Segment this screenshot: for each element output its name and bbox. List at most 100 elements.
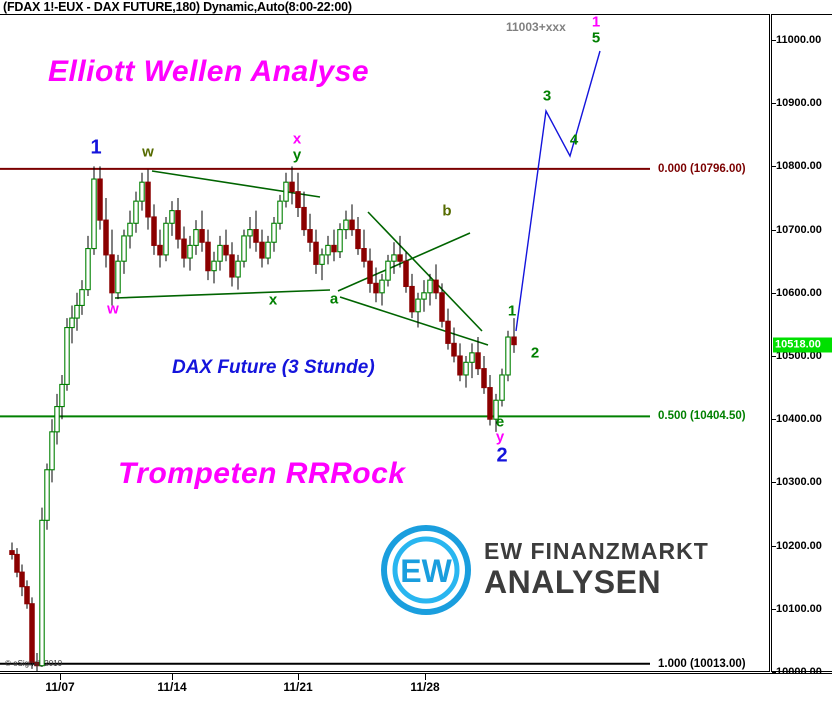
candle-body: [265, 241, 271, 259]
fib-level-label: 0.000 (10796.00): [658, 162, 746, 175]
wave-label: y: [292, 146, 302, 164]
candle-body: [151, 216, 157, 246]
candle-body: [439, 292, 445, 322]
candle-body: [385, 260, 391, 281]
time-axis[interactable]: 11/07 11/14 11/21 11/28: [0, 673, 832, 703]
wave-label: b: [442, 202, 452, 220]
price-axis-label: 10500.00: [776, 350, 822, 362]
candle-body: [109, 254, 115, 294]
candle-body: [187, 244, 193, 259]
wave-label: 1: [90, 136, 102, 159]
candle-body: [157, 244, 163, 256]
copyright-text: © eSignal, 2010: [5, 659, 63, 668]
time-axis-label: 11/28: [410, 680, 440, 694]
price-axis-tick: [772, 482, 776, 484]
candle-body: [181, 238, 187, 259]
logo-line-2: ANALYSEN: [484, 564, 662, 600]
candle-body: [235, 260, 241, 278]
candle-body: [29, 603, 35, 664]
price-axis-tick: [772, 356, 776, 357]
candle-body: [409, 285, 415, 313]
wave-label: a: [329, 290, 339, 308]
price-axis-tick: [772, 545, 776, 547]
candle-body: [331, 244, 337, 253]
price-plot: [0, 50, 650, 672]
candle-body: [223, 244, 229, 256]
last-price-tag: 10518.00: [773, 337, 832, 353]
candle-body: [301, 206, 307, 231]
candle-body: [493, 399, 499, 420]
time-axis-tick: [172, 674, 173, 680]
price-axis-tick: [772, 292, 776, 294]
wave-label: y: [495, 428, 505, 446]
candle-body: [319, 254, 325, 265]
price-axis-tick: [772, 103, 776, 105]
time-axis-label: 11/14: [157, 680, 187, 694]
candle-body: [97, 178, 103, 221]
ew-logo-icon: EW: [380, 524, 472, 616]
candle-body: [259, 241, 265, 259]
wave-label: 4: [569, 131, 579, 149]
candle-body: [211, 260, 217, 272]
candle-body: [9, 550, 15, 555]
fib-level-label: 1.000 (10013.00): [658, 657, 746, 670]
candle-body: [19, 571, 25, 588]
candle-body: [415, 298, 421, 313]
price-axis-label: 10400.00: [776, 413, 822, 426]
candle-body: [175, 210, 181, 240]
candle-body: [139, 181, 145, 202]
candle-body: [127, 222, 133, 237]
candle-body: [295, 191, 301, 209]
logo-line-1: EW FINANZMARKT: [484, 538, 709, 564]
candle-body: [229, 254, 235, 278]
price-axis[interactable]: 11000.00 10900.00 10800.00 10700.00 10600.00…: [771, 14, 832, 678]
candle-body: [463, 361, 469, 376]
candle-body: [499, 374, 505, 401]
candle-body: [247, 229, 253, 237]
candle-body: [91, 178, 97, 250]
candle-body: [421, 292, 427, 300]
candle-body: [205, 241, 211, 272]
candle-body: [217, 244, 223, 262]
candle-body: [283, 181, 289, 202]
wave-label: 1: [507, 302, 517, 320]
candle-body: [313, 241, 319, 265]
candle-body: [451, 342, 457, 357]
candle-body: [433, 279, 439, 294]
wave-label: x: [292, 130, 302, 148]
wave-label: 5: [591, 29, 601, 47]
candle-body: [14, 553, 20, 573]
candle-body: [115, 260, 121, 294]
trendline-b-down: [367, 211, 483, 332]
candle-body: [133, 200, 139, 224]
candle-body: [39, 519, 45, 667]
candle-body: [397, 254, 403, 262]
candle-body: [64, 327, 70, 385]
projection-path: [515, 50, 601, 332]
candle-body: [445, 320, 451, 344]
candle-body: [277, 200, 283, 224]
candle-body: [337, 229, 343, 253]
logo: EW EW FINANZMARKT ANALYSEN: [380, 524, 730, 616]
footline-annotation: Trompeten RRRock: [118, 457, 406, 490]
time-axis-label: 11/07: [45, 680, 75, 694]
candle-body: [271, 222, 277, 243]
candle-body: [457, 355, 463, 376]
fib-level-label: 0.500 (10404.50): [658, 410, 746, 423]
price-axis-tick: [772, 419, 776, 421]
candle-body: [193, 229, 199, 246]
candle-body: [349, 219, 355, 231]
candle-body: [253, 229, 259, 243]
trendline-a-e-lower: [339, 296, 489, 346]
price-axis-tick: [772, 672, 776, 673]
time-axis-tick: [60, 674, 61, 680]
headline-annotation: Elliott Wellen Analyse: [48, 55, 370, 88]
trendline-lower-wedge: [114, 289, 331, 299]
logo-text: EW FINANZMARKT ANALYSEN: [484, 538, 709, 599]
candle-body: [199, 229, 205, 243]
candle-body: [49, 431, 55, 471]
candle-body: [121, 235, 127, 262]
price-axis-label: 11000.00: [776, 34, 822, 46]
candle-body: [367, 260, 373, 284]
candle-body: [343, 219, 349, 231]
